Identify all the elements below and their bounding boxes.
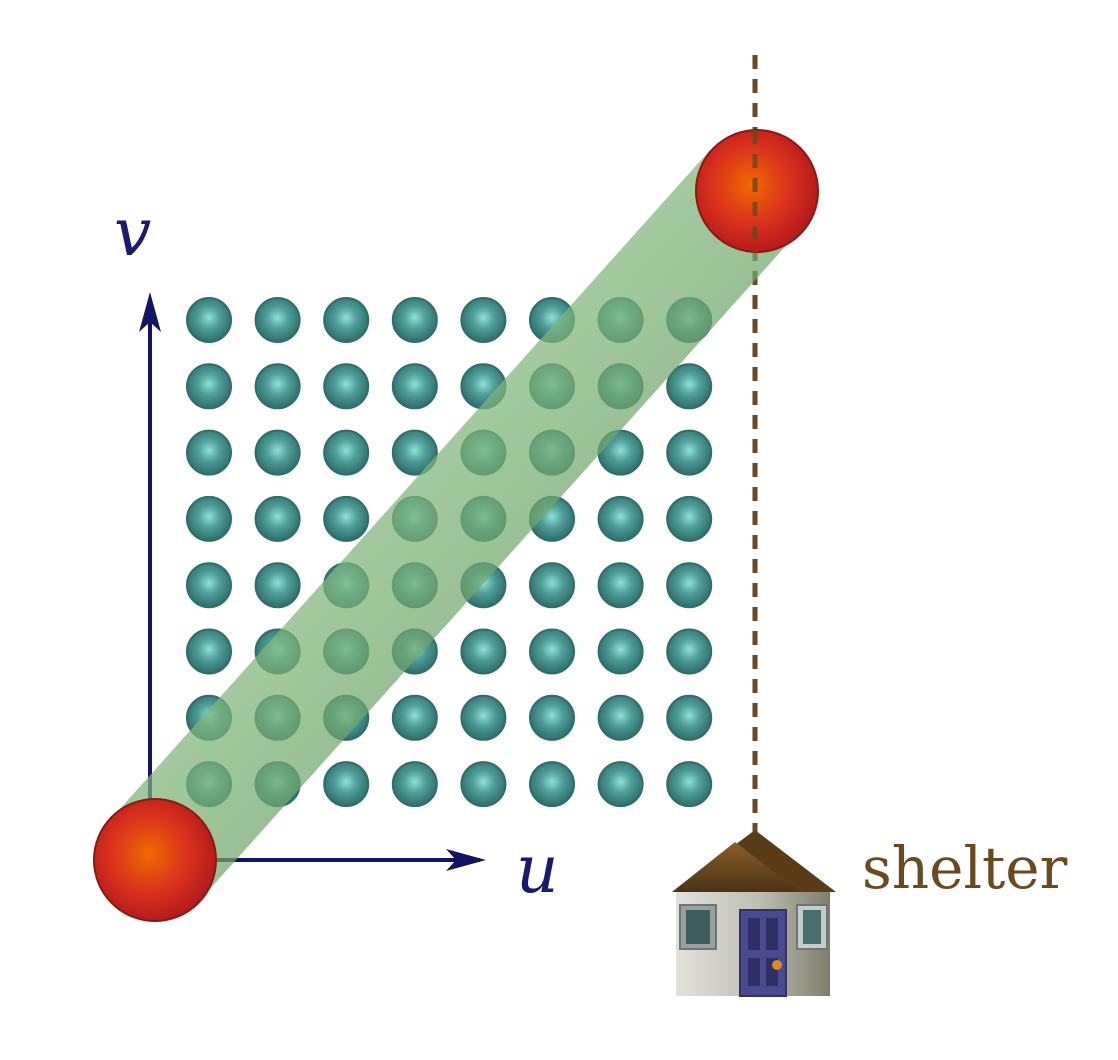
house-icon <box>672 830 836 997</box>
lattice-dot <box>391 761 438 808</box>
lattice-dot <box>460 628 507 675</box>
lattice-dot <box>460 297 507 343</box>
lattice-dot <box>666 429 713 476</box>
lattice-dot <box>186 429 232 476</box>
house-window-right-pane <box>803 910 821 944</box>
lattice-dot <box>597 694 644 741</box>
lattice-dot <box>186 628 232 675</box>
lattice-dot <box>186 363 232 410</box>
lattice-dot <box>254 363 301 410</box>
lattice-dot <box>254 495 301 542</box>
lattice-dot <box>666 363 713 410</box>
lattice-dot <box>254 297 301 343</box>
house-door-panel-2 <box>766 918 778 950</box>
lattice-dot <box>323 363 370 410</box>
lattice-dot <box>391 297 438 343</box>
house-door-panel-1 <box>748 918 760 950</box>
lattice-dot <box>666 562 713 609</box>
house-door-panel-3 <box>748 958 760 986</box>
lattice-dot <box>186 495 232 542</box>
lattice-dot <box>597 761 644 808</box>
v-axis-arrowhead <box>139 292 161 332</box>
lattice-dot <box>460 761 507 808</box>
lattice-dot <box>254 429 301 476</box>
lattice-dot <box>597 562 644 609</box>
lattice-dot <box>391 363 438 410</box>
house-window-left-pane <box>686 910 710 944</box>
u-axis-label: u <box>516 831 559 908</box>
lattice-dot <box>597 495 644 542</box>
lattice-dot <box>666 694 713 741</box>
axes: v u <box>114 194 559 908</box>
lattice-dot <box>597 628 644 675</box>
shelter-label: shelter <box>862 834 1068 902</box>
path-tube <box>110 150 800 900</box>
lattice-dot <box>529 562 575 609</box>
lattice-dot <box>666 761 713 808</box>
lattice-dot <box>186 562 232 609</box>
lattice-dot <box>186 297 232 343</box>
start-sphere <box>93 798 217 922</box>
lattice-dot <box>391 694 438 741</box>
v-axis-label: v <box>114 194 151 271</box>
lattice-dot <box>323 297 370 343</box>
lattice-dot <box>323 495 370 542</box>
lattice-dot <box>529 694 575 741</box>
lattice-dot <box>460 694 507 741</box>
house-door <box>739 909 787 997</box>
lattice-dot <box>323 429 370 476</box>
u-axis-arrowhead <box>446 849 486 871</box>
lattice-dot <box>529 628 575 675</box>
house-door-knob <box>772 960 782 970</box>
lattice-dot <box>666 628 713 675</box>
lattice-dot <box>323 761 370 808</box>
lattice-dot <box>529 761 575 808</box>
lattice-dot <box>254 562 301 609</box>
lattice-dot <box>391 429 438 476</box>
house-roof-front <box>672 842 800 892</box>
lattice-dot <box>666 495 713 542</box>
